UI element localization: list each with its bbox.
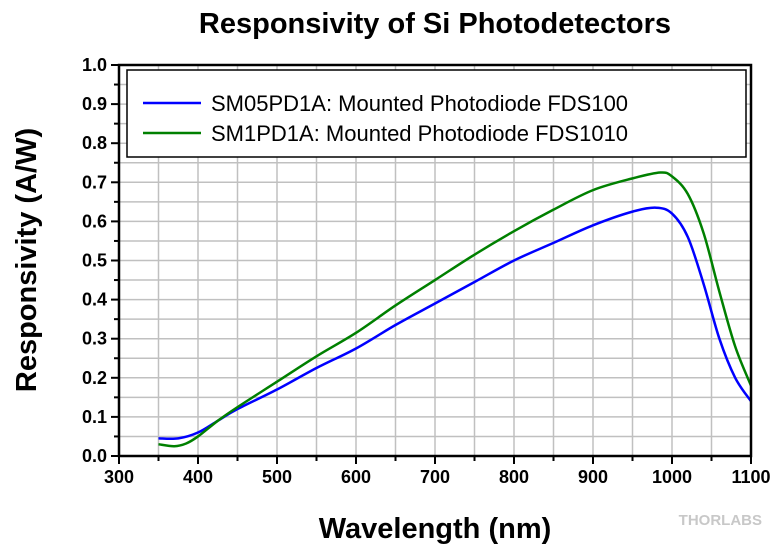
y-tick-label: 0.5 [82, 251, 107, 271]
x-tick-label: 1000 [652, 467, 692, 487]
x-tick-label: 700 [420, 467, 450, 487]
x-tick-label: 1100 [731, 467, 770, 487]
y-tick-label: 1.0 [82, 55, 107, 75]
series-line-0 [158, 206, 753, 441]
series-lines [158, 171, 753, 448]
y-tick-label: 0.0 [82, 446, 107, 466]
y-tick-label: 0.7 [82, 172, 107, 192]
y-tick-label: 0.8 [82, 133, 107, 153]
y-axis-label: Responsivity (A/W) [11, 128, 43, 392]
axis-ticks: 300 400 500 600 700 800 900 1000 1100 0.0 0.1 0.2 0.… [82, 55, 771, 487]
series-line-1 [158, 171, 753, 448]
legend: SM05PD1A: Mounted Photodiode FDS100 SM1P… [126, 69, 747, 158]
x-tick-label: 900 [578, 467, 608, 487]
y-tick-label: 0.1 [82, 407, 107, 427]
x-tick-label: 500 [262, 467, 292, 487]
x-tick-label: 800 [499, 467, 529, 487]
chart-title: Responsivity of Si Photodetectors [199, 8, 671, 40]
x-tick-label: 400 [183, 467, 213, 487]
x-tick-label: 600 [341, 467, 371, 487]
legend-label-1: SM1PD1A: Mounted Photodiode FDS1010 [211, 121, 628, 146]
y-tick-label: 0.6 [82, 211, 107, 231]
y-tick-label: 0.4 [82, 290, 107, 310]
legend-label-0: SM05PD1A: Mounted Photodiode FDS100 [211, 91, 628, 116]
y-tick-label: 0.2 [82, 368, 107, 388]
thorlabs-logo: THORLABS [679, 512, 762, 529]
y-tick-label: 0.9 [82, 94, 107, 114]
legend-box [126, 69, 747, 158]
y-tick-label: 0.3 [82, 329, 107, 349]
x-tick-label: 300 [104, 467, 134, 487]
x-axis-label: Wavelength (nm) [319, 513, 552, 545]
